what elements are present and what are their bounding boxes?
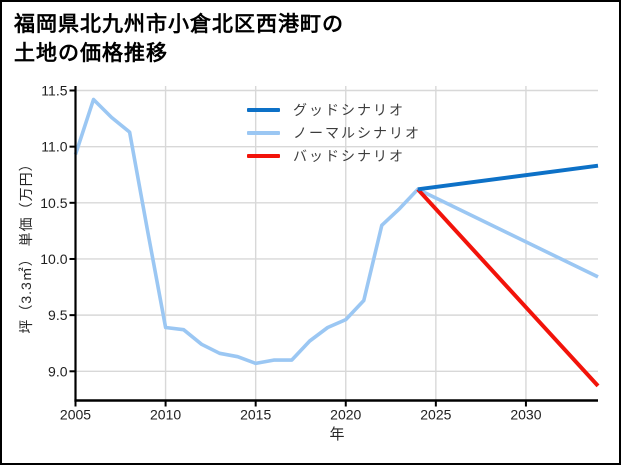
chart-title-line1: 福岡県北九州市小倉北区西港町の [14, 13, 344, 36]
legend-label-good: グッドシナリオ [293, 101, 405, 118]
x-tick-label: 2020 [330, 407, 361, 423]
y-tick-label: 11.5 [41, 82, 67, 98]
y-tick-label: 11.0 [41, 139, 67, 155]
x-tick-label: 2030 [510, 407, 541, 423]
legend-label-normal: ノーマルシナリオ [293, 124, 421, 141]
bad-scenario-line [416, 187, 600, 388]
good-scenario-line [417, 163, 599, 192]
x-tick-label: 2005 [60, 407, 91, 423]
x-tick-label: 2025 [420, 407, 451, 423]
bad-scenario-line-swatch [247, 153, 280, 158]
x-tick-label: 2015 [240, 407, 271, 423]
chart-title-line2: 土地の価格推移 [14, 42, 168, 65]
x-tick-label: 2010 [150, 407, 181, 423]
normal-scenario-line-swatch [247, 130, 280, 135]
y-tick-label: 10.5 [40, 195, 67, 211]
y-tick-label: 9.0 [48, 363, 68, 379]
legend-item-normal: ノーマルシナリオ [247, 121, 421, 144]
chart-title: 福岡県北九州市小倉北区西港町の 土地の価格推移 [14, 10, 344, 68]
normal-scenario-line [73, 97, 599, 366]
y-axis-label: 坪（3.3㎡） 単価（万円） [18, 156, 34, 334]
legend-label-bad: バッドシナリオ [293, 147, 405, 164]
x-axis-label: 年 [329, 426, 345, 443]
legend-item-bad: バッドシナリオ [247, 144, 421, 167]
y-tick-label: 9.5 [48, 307, 68, 323]
legend-item-good: グッドシナリオ [247, 98, 421, 121]
y-tick-label: 10.0 [40, 251, 67, 267]
good-scenario-line-swatch [247, 107, 280, 112]
legend: グッドシナリオ ノーマルシナリオ バッドシナリオ [247, 98, 421, 167]
